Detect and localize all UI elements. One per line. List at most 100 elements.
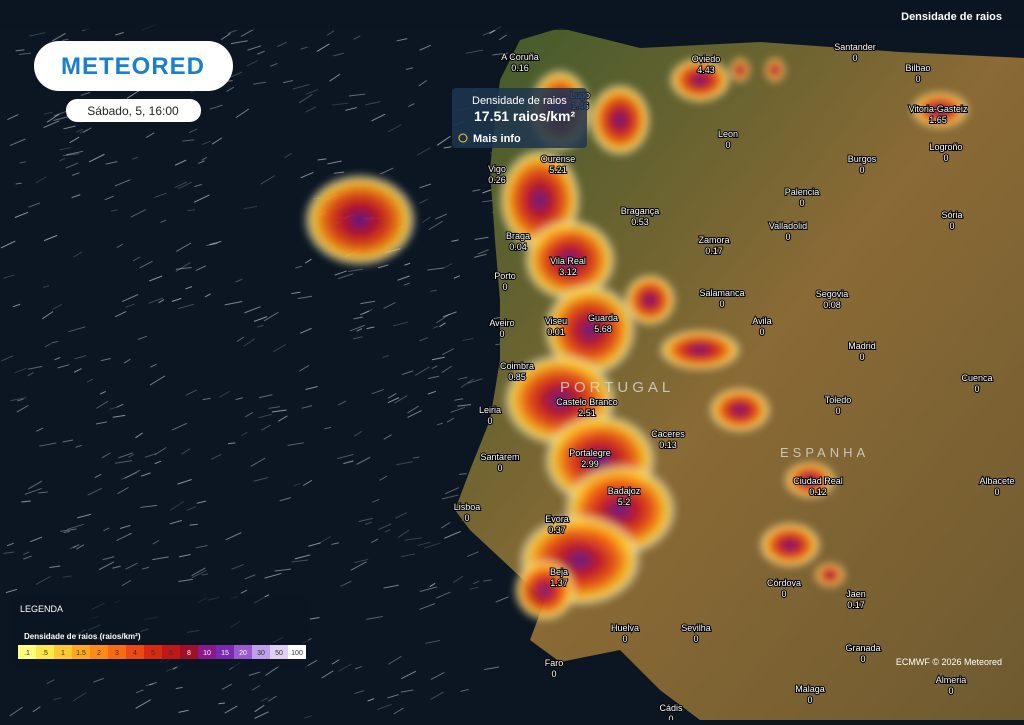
wind-streak (377, 703, 392, 711)
city-value: 0 (551, 669, 556, 679)
wind-streak (360, 300, 376, 305)
wind-streak (196, 500, 206, 504)
wind-streak (431, 356, 445, 361)
wind-streak (198, 160, 205, 164)
city-name: Malaga (795, 684, 825, 694)
wind-streak (401, 370, 414, 376)
wind-streak (112, 565, 121, 569)
tooltip-link[interactable]: Mais info (473, 133, 521, 145)
city-name: Palencia (785, 187, 820, 197)
legend-tick: 15 (221, 650, 229, 657)
wind-streak (387, 694, 399, 699)
city-value: 4.43 (697, 65, 715, 75)
city-name: Braga (506, 231, 530, 241)
wind-streak (39, 442, 57, 447)
tooltip-value: 17.51 raios/km² (474, 108, 576, 124)
wind-streak (72, 544, 80, 549)
wind-streak (211, 137, 223, 145)
wind-streak (62, 439, 74, 443)
wind-streak (105, 161, 118, 165)
logo-text: METEORED (61, 53, 205, 80)
wind-streak (210, 453, 222, 460)
legend-swatch (144, 645, 162, 659)
legend-tick: 1 (61, 650, 65, 657)
wind-streak (465, 49, 484, 54)
wind-streak (446, 417, 455, 423)
wind-streak (337, 273, 354, 280)
wind-streak (102, 556, 115, 561)
city-value: 5.68 (594, 324, 612, 334)
wind-streak (258, 394, 273, 399)
lightning-area (760, 523, 820, 567)
wind-streak (220, 33, 231, 41)
wind-streak (404, 262, 411, 266)
wind-streak (73, 251, 83, 258)
wind-streak (54, 357, 61, 361)
layer-name[interactable]: Densidade de raios (901, 11, 1002, 23)
wind-streak (425, 639, 441, 644)
wind-streak (117, 486, 129, 495)
wind-streak (103, 527, 110, 532)
wind-streak (482, 30, 495, 36)
city-name: Almeria (936, 675, 967, 685)
wind-streak (466, 551, 479, 558)
wind-streak (191, 569, 208, 579)
wind-streak (248, 671, 261, 676)
wind-streak (243, 338, 255, 347)
wind-streak (79, 129, 88, 134)
wind-streak (66, 523, 84, 530)
wind-streak (27, 371, 34, 377)
wind-streak (135, 432, 143, 439)
wind-streak (65, 162, 79, 169)
wind-streak (116, 532, 132, 542)
wind-streak (457, 376, 468, 380)
logo-pill (34, 41, 233, 91)
city-value: 0.04 (509, 242, 527, 252)
wind-streak (279, 497, 291, 502)
legend-tick: 100 (291, 650, 303, 657)
wind-streak (158, 299, 165, 304)
wind-streak (392, 321, 408, 327)
wind-streak (44, 343, 52, 348)
city-name: Santarem (480, 452, 519, 462)
wind-streak (292, 83, 310, 90)
city-value: 0 (668, 714, 673, 720)
wind-streak (116, 403, 124, 408)
wind-streak (334, 270, 347, 276)
wind-streak (282, 79, 294, 84)
wind-streak (431, 365, 438, 370)
wind-streak (236, 336, 245, 342)
wind-streak (472, 580, 480, 585)
city-value: 0 (943, 153, 948, 163)
wind-streak (439, 322, 446, 328)
wind-streak (182, 139, 195, 142)
wind-streak (251, 685, 261, 691)
wind-streak (453, 275, 461, 279)
legend-swatch (180, 645, 198, 659)
legend-swatch (216, 645, 234, 659)
city-value: 0.17 (705, 246, 723, 256)
legend-swatch (288, 645, 306, 659)
wind-streak (297, 295, 313, 299)
city-name: Caceres (651, 429, 685, 439)
wind-streak (76, 544, 85, 550)
wind-streak (250, 457, 266, 467)
wind-streak (126, 89, 141, 99)
wind-streak (178, 554, 191, 558)
city-name: Guarda (588, 313, 618, 323)
wind-streak (366, 616, 383, 620)
wind-streak (371, 538, 379, 543)
wind-streak (254, 704, 265, 713)
wind-streak (271, 409, 287, 413)
wind-streak (16, 398, 24, 402)
wind-streak (244, 411, 254, 418)
wind-streak (387, 397, 400, 404)
tooltip-box (452, 88, 587, 148)
wind-streak (365, 101, 381, 106)
wind-streak (300, 171, 314, 179)
wind-streak (269, 62, 278, 67)
wind-streak (414, 366, 430, 376)
wind-streak (72, 692, 87, 702)
wind-streak (204, 293, 211, 298)
legend-swatch (234, 645, 252, 659)
